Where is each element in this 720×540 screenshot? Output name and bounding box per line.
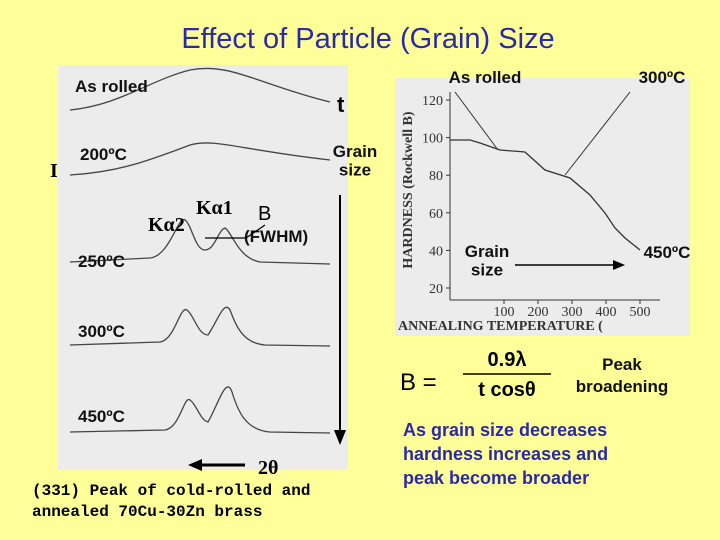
label: 200ºC	[80, 145, 127, 164]
label: 450ºC	[78, 407, 125, 426]
y-tick-label: 100	[422, 132, 443, 147]
label: I	[50, 160, 58, 182]
arrowhead	[334, 430, 346, 445]
label: 450ºC	[644, 243, 691, 262]
y-tick-label: 40	[429, 244, 443, 259]
label: B	[258, 203, 271, 225]
arrowhead	[188, 459, 202, 471]
y-axis-label: HARDNESS (Rockwell B)	[401, 111, 416, 268]
y-tick-label: 120	[422, 94, 443, 109]
caption: (331) Peak of cold-rolled and	[32, 482, 310, 500]
label: Kα1	[196, 197, 233, 219]
y-tick-label: 60	[429, 207, 443, 222]
label: 300ºC	[639, 68, 686, 87]
formula-lhs: B =	[400, 369, 437, 396]
label: Grain size	[465, 242, 509, 280]
title: Effect of Particle (Grain) Size	[181, 23, 554, 55]
label: 2θ	[258, 457, 278, 479]
curve	[450, 139, 641, 251]
y-tick-label: 80	[429, 169, 443, 184]
label: t	[337, 92, 345, 117]
hardness-plot	[449, 91, 660, 301]
pointer	[245, 224, 266, 239]
arrowhead	[613, 260, 625, 270]
xrd-scan	[58, 65, 348, 470]
formula-numerator: 0.9λ	[488, 349, 527, 371]
x-tick-label: 100	[494, 305, 515, 320]
label: Grain size	[333, 142, 377, 180]
hardness-scan	[395, 78, 690, 336]
label: Kα2	[148, 214, 185, 236]
y-tick-label: 20	[429, 282, 443, 297]
x-tick-label: 400	[596, 305, 617, 320]
peak-broadening: broadening	[576, 377, 669, 396]
pointer	[454, 91, 499, 151]
label: As rolled	[449, 68, 522, 87]
x-axis-label: ANNEALING TEMPERATURE (	[398, 319, 603, 334]
conclusion: hardness increases and	[403, 444, 608, 464]
label: As rolled	[75, 77, 148, 96]
label: 300ºC	[78, 322, 125, 341]
label: (FWHM)	[244, 227, 308, 246]
label: 250ºC	[78, 252, 125, 271]
caption: annealed 70Cu-30Zn brass	[32, 503, 262, 521]
conclusion: As grain size decreases	[403, 420, 607, 440]
x-tick-label: 500	[630, 305, 651, 320]
x-tick-label: 300	[562, 305, 583, 320]
peak-broadening: Peak	[602, 355, 642, 374]
conclusion: peak become broader	[403, 468, 589, 488]
pointer	[564, 91, 631, 176]
formula-denominator: t cosθ	[478, 379, 536, 401]
xrd-curves	[69, 67, 331, 434]
x-tick-label: 200	[528, 305, 549, 320]
